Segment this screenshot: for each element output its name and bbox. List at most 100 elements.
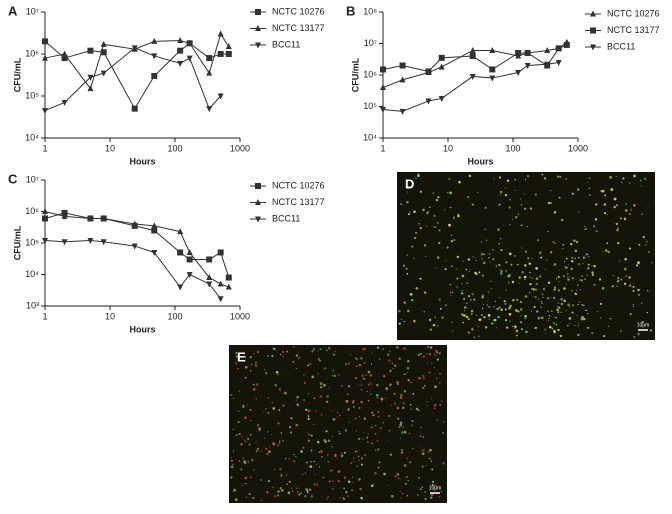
fluorescent-spot [260, 479, 262, 481]
marker [87, 74, 94, 81]
fluorescent-spot [468, 270, 470, 272]
fluorescent-spot [334, 454, 337, 458]
x-tick-label: 10 [105, 311, 115, 321]
fluorescent-spot [245, 496, 248, 498]
fluorescent-spot [367, 383, 370, 386]
fluorescent-spot [308, 409, 311, 413]
fluorescent-spot [241, 484, 243, 487]
fluorescent-spot [571, 192, 574, 195]
fluorescent-spot [629, 312, 632, 316]
fluorescent-spot [407, 309, 410, 313]
fluorescent-spot [308, 433, 311, 436]
fluorescent-spot [518, 276, 521, 279]
fluorescent-spot [475, 314, 478, 316]
fluorescent-spot [380, 397, 384, 401]
fluorescent-spot [435, 377, 438, 380]
fluorescent-spot [320, 386, 323, 389]
fluorescent-spot [569, 306, 571, 308]
fluorescent-spot [400, 203, 402, 205]
marker [151, 37, 158, 44]
fluorescent-spot [550, 251, 553, 254]
fluorescent-spot [362, 377, 365, 380]
fluorescent-spot [557, 289, 561, 292]
fluorescent-spot [511, 280, 515, 284]
y-axis-label: CFU/mL [12, 57, 22, 92]
fluorescent-spot [591, 332, 594, 335]
fluorescent-spot [407, 213, 410, 216]
fluorescent-spot [548, 314, 551, 317]
marker [186, 248, 193, 255]
fluorescent-spot [620, 278, 623, 281]
legend-label: NCTC 10276 [272, 6, 325, 16]
fluorescent-spot [524, 314, 527, 318]
fluorescent-spot [296, 395, 299, 399]
fluorescent-spot [397, 473, 400, 476]
fluorescent-spot [562, 247, 564, 250]
fluorescent-spot [565, 178, 567, 180]
fluorescent-spot [460, 292, 464, 295]
marker [87, 238, 94, 245]
marker [61, 239, 68, 246]
fluorescent-spot [514, 325, 517, 329]
fluorescent-spot [520, 314, 522, 317]
fluorescent-spot [291, 490, 294, 492]
fluorescent-spot [504, 193, 508, 197]
fluorescent-spot [511, 218, 514, 220]
fluorescent-spot [316, 482, 319, 484]
fluorescent-spot [449, 283, 452, 286]
fluorescent-spot [230, 459, 233, 462]
y-tick-label: 10³ [26, 300, 39, 310]
fluorescent-spot [514, 189, 516, 191]
fluorescent-spot [409, 403, 412, 406]
fluorescent-spot [623, 282, 627, 285]
fluorescent-spot [382, 421, 384, 424]
fluorescent-spot [556, 278, 558, 280]
fluorescent-spot [422, 355, 426, 358]
fluorescent-spot [288, 425, 292, 429]
marker [225, 51, 232, 57]
fluorescent-spot [366, 441, 369, 444]
fluorescent-spot [327, 460, 330, 463]
fluorescent-spot [560, 218, 564, 222]
fluorescent-spot [558, 196, 561, 199]
fluorescent-spot [615, 175, 617, 177]
panel-label: A [8, 3, 18, 18]
fluorescent-spot [295, 354, 299, 357]
fluorescent-spot [481, 257, 483, 260]
fluorescent-spot [438, 381, 441, 384]
fluorescent-spot [559, 175, 562, 178]
fluorescent-spot [492, 248, 494, 251]
fluorescent-spot [582, 262, 584, 265]
fluorescent-spot [309, 460, 312, 463]
fluorescent-spot [400, 497, 402, 499]
marker [489, 46, 496, 53]
fluorescent-spot [577, 333, 580, 337]
fluorescent-spot [436, 221, 439, 224]
fluorescent-spot [313, 423, 315, 426]
fluorescent-spot [244, 476, 248, 480]
fluorescent-spot [347, 408, 350, 411]
marker [469, 53, 476, 60]
fluorescent-spot [553, 286, 557, 289]
fluorescent-spot [445, 260, 447, 262]
fluorescent-spot [449, 191, 453, 195]
marker [255, 216, 261, 223]
fluorescent-spot [232, 398, 234, 400]
fluorescent-spot [490, 280, 492, 283]
fluorescent-spot [528, 291, 531, 294]
fluorescent-spot [524, 295, 528, 298]
marker [563, 41, 570, 48]
fluorescent-spot [406, 201, 409, 204]
fluorescent-spot [508, 312, 512, 316]
fluorescent-spot [280, 489, 284, 492]
fluorescent-spot [366, 436, 369, 438]
marker [42, 208, 48, 214]
fluorescent-spot [431, 480, 435, 484]
fluorescent-spot [620, 330, 622, 333]
fluorescent-spot [249, 408, 252, 411]
fluorescent-spot [617, 241, 620, 245]
fluorescent-spot [390, 494, 394, 498]
fluorescent-spot [266, 491, 269, 494]
fluorescent-spot [521, 270, 524, 274]
fluorescent-spot [514, 255, 516, 257]
